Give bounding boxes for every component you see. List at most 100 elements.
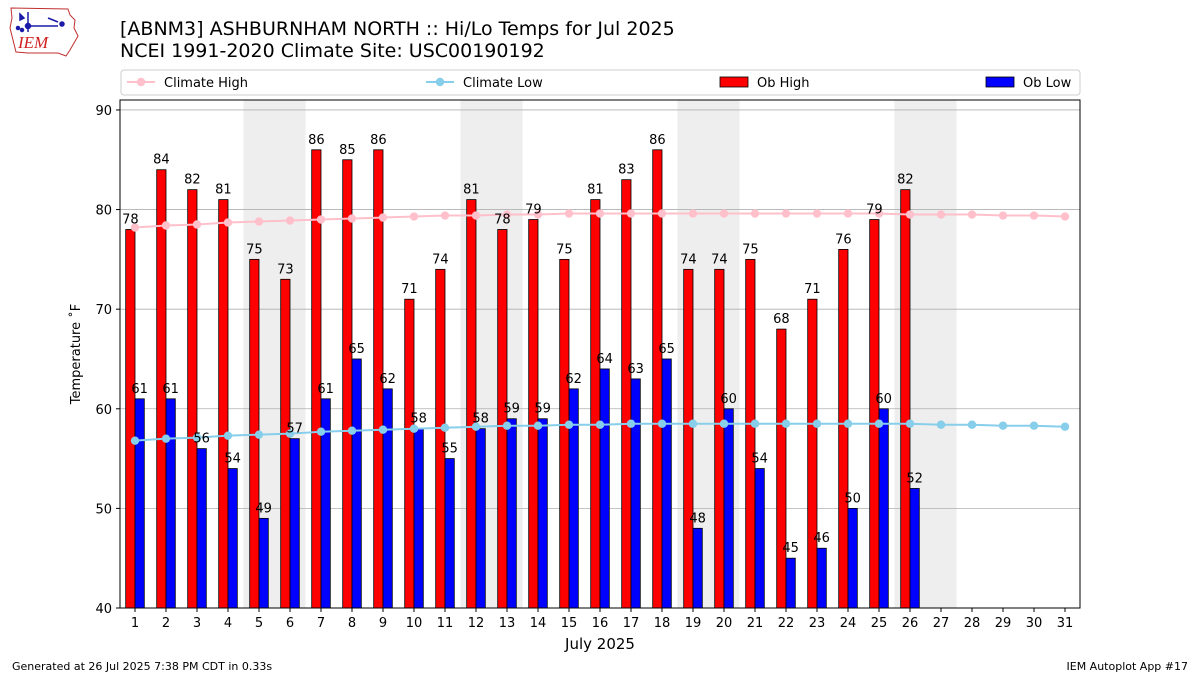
ob-low-bar-label: 56 (193, 432, 210, 447)
ob-high-bar-label: 85 (339, 143, 356, 158)
climate-low-point (409, 424, 419, 433)
ob-high-bar (838, 249, 849, 609)
ob-low-bar (258, 517, 269, 609)
climate-low-point (564, 420, 574, 429)
ob-low-bar (165, 398, 176, 609)
legend-frame (120, 69, 1081, 96)
ob-low-bar (413, 428, 424, 609)
climate-low-point (223, 431, 233, 440)
climate-low-point (719, 419, 729, 428)
ob-high-bar (404, 298, 415, 609)
climate-high-point (440, 211, 450, 220)
climate-low-point (440, 423, 450, 432)
ob-low-bar (382, 388, 393, 609)
climate-high-point (657, 209, 667, 218)
ob-high-bar-label: 75 (742, 242, 759, 257)
y-tick-label: 80 (95, 204, 112, 219)
y-tick-label: 40 (95, 602, 112, 617)
ob-low-bar-label: 48 (689, 511, 706, 526)
ob-low-bar (723, 408, 734, 609)
ob-high-bar-label: 74 (711, 252, 728, 267)
legend-marker-climate-low (435, 77, 445, 87)
ob-high-bar (683, 268, 694, 609)
ob-high-bar (280, 278, 291, 609)
ob-low-bar (351, 358, 362, 609)
ob-low-bar-label: 58 (410, 412, 427, 427)
ob-high-bar (187, 189, 198, 609)
ob-high-bar-label: 82 (184, 173, 201, 188)
climate-low-point (936, 420, 946, 429)
x-tick-label: 25 (871, 616, 888, 631)
climate-high-point (316, 215, 326, 224)
ob-low-bar (878, 408, 889, 609)
x-tick-label: 26 (902, 616, 919, 631)
climate-high-point (750, 209, 760, 218)
climate-high-point (781, 209, 791, 218)
climate-high-point (130, 223, 140, 232)
x-tick-label: 2 (162, 616, 170, 631)
climate-high-point (688, 209, 698, 218)
climate-high-point (192, 220, 202, 229)
climate-low-point (533, 421, 543, 430)
climate-low-point (595, 420, 605, 429)
ob-low-bar-label: 61 (162, 382, 179, 397)
x-tick-label: 22 (778, 616, 795, 631)
legend-label-ob-high: Ob High (757, 76, 810, 91)
climate-high-point (254, 217, 264, 226)
ob-high-bar-label: 84 (153, 153, 170, 168)
climate-high-point (595, 209, 605, 218)
ob-low-bar-label: 60 (875, 392, 892, 407)
ob-low-bar-label: 60 (720, 392, 737, 407)
x-tick-label: 7 (317, 616, 325, 631)
climate-high-point (874, 209, 884, 218)
x-tick-label: 24 (840, 616, 857, 631)
ob-low-bar-label: 64 (596, 352, 613, 367)
x-tick-label: 12 (468, 616, 485, 631)
climate-low-point (874, 419, 884, 428)
climate-low-point (657, 419, 667, 428)
bars (125, 149, 920, 609)
ob-high-bar-label: 86 (370, 133, 387, 148)
ob-low-bar (537, 418, 548, 609)
climate-low-point (254, 430, 264, 439)
ob-low-bar-label: 54 (751, 452, 768, 467)
ob-low-bar (754, 468, 765, 609)
climate-high-point (1029, 211, 1039, 220)
climate-low-point (688, 419, 698, 428)
climate-low-point (378, 425, 388, 434)
climate-high-point (843, 209, 853, 218)
ob-low-bar (227, 468, 238, 609)
ob-low-bar (196, 448, 207, 609)
climate-high-point (936, 210, 946, 219)
climate-high-point (967, 210, 977, 219)
ob-low-bar-label: 65 (348, 342, 365, 357)
ob-low-bar (134, 398, 145, 609)
ob-high-bar (807, 298, 818, 609)
climate-low-point (843, 419, 853, 428)
x-tick-label: 21 (747, 616, 764, 631)
ob-high-bar-label: 74 (432, 252, 449, 267)
ob-high-bar (714, 268, 725, 609)
ob-high-bar-label: 78 (122, 212, 139, 227)
ob-high-bar (776, 328, 787, 609)
ob-high-bar (559, 258, 570, 609)
climate-low-point (967, 420, 977, 429)
y-tick-label: 50 (95, 502, 112, 517)
ob-low-bar (692, 527, 703, 609)
ob-high-bar-label: 82 (897, 173, 914, 188)
legend-swatch-ob-high (719, 76, 749, 88)
x-tick-label: 13 (499, 616, 516, 631)
x-tick-label: 10 (406, 616, 423, 631)
ob-high-bar-label: 79 (525, 203, 542, 218)
climate-high-point (347, 214, 357, 223)
climate-high-point (161, 221, 171, 230)
climate-low-point (502, 421, 512, 430)
generated-note: Generated at 26 Jul 2025 7:38 PM CDT in … (12, 660, 273, 673)
climate-high-point (564, 209, 574, 218)
x-tick-label: 19 (685, 616, 702, 631)
iem-logo: IEM (9, 7, 79, 57)
climate-high-point (223, 218, 233, 227)
ob-low-bar-label: 61 (317, 382, 334, 397)
ob-low-bar (785, 557, 796, 609)
